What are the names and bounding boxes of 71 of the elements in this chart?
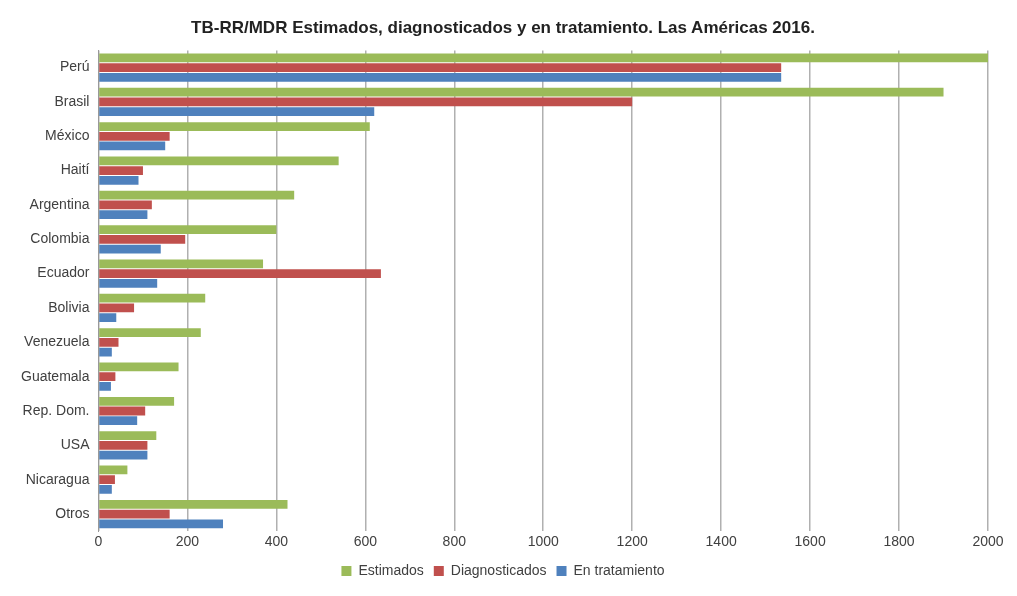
y-tick-label: Otros [55, 504, 90, 521]
bar [99, 519, 224, 529]
bar [99, 372, 116, 382]
bar [99, 431, 157, 440]
bar [99, 122, 370, 131]
y-tick-label: Venezuela [24, 333, 90, 350]
y-tick-label: USA [60, 436, 91, 453]
legend-label: Estimados [358, 561, 424, 578]
bar [99, 175, 139, 185]
x-tick-label: 400 [264, 533, 289, 550]
y-tick-label: Rep. Dom. [22, 401, 90, 418]
x-tick-label: 1000 [527, 533, 560, 550]
bar [99, 259, 264, 269]
x-tick-label: 2000 [972, 533, 1004, 550]
bar [99, 303, 135, 313]
x-tick-label: 1600 [794, 533, 826, 550]
bar [99, 499, 288, 509]
y-tick-label: Bolivia [48, 298, 90, 315]
legend-label: Diagnosticados [450, 561, 547, 578]
bar [99, 362, 179, 372]
bar [99, 382, 111, 391]
bar [99, 475, 115, 485]
bar [99, 337, 119, 347]
bar [99, 440, 148, 450]
bar [99, 293, 206, 303]
bar [99, 72, 782, 82]
y-tick-label: Ecuador [37, 264, 90, 281]
y-tick-label: Brasil [54, 92, 90, 109]
x-tick-label: 0 [94, 533, 103, 550]
bar [99, 156, 339, 166]
y-tick-label: Nicaragua [25, 470, 90, 487]
y-tick-label: Guatemala [21, 367, 90, 384]
bar [99, 107, 375, 117]
bar [99, 485, 112, 494]
bar [99, 53, 988, 63]
bar [99, 465, 128, 475]
bar [99, 234, 186, 244]
x-tick-label: 1200 [616, 533, 648, 550]
bar [99, 210, 148, 220]
bar [99, 97, 633, 107]
bar [99, 347, 112, 357]
bar [99, 244, 161, 254]
bar [99, 200, 152, 210]
bar [99, 278, 158, 288]
y-tick-label: Colombia [30, 230, 90, 247]
x-tick-label: 1800 [883, 533, 915, 550]
y-tick-label: México [45, 127, 90, 144]
x-tick-label: 600 [353, 533, 378, 550]
bar [99, 166, 143, 175]
y-tick-label: Haití [60, 161, 90, 178]
bar [99, 225, 277, 234]
x-tick-label: 800 [442, 533, 467, 550]
x-tick-label: 1400 [705, 533, 737, 550]
bar [99, 63, 782, 72]
y-tick-label: Argentina [29, 195, 90, 212]
bar [99, 328, 201, 337]
x-tick-label: 200 [175, 533, 200, 550]
bar [99, 396, 175, 406]
bar [99, 509, 170, 519]
bar [99, 131, 170, 141]
bar [99, 416, 138, 426]
bar [99, 406, 146, 416]
bar [99, 87, 944, 97]
bar [99, 190, 295, 200]
bar [99, 141, 166, 151]
bar [99, 313, 117, 323]
y-tick-label: Perú [59, 58, 90, 75]
bar [99, 450, 148, 460]
bar [99, 269, 381, 279]
chart-title: TB-RR/MDR Estimados, diagnosticados y en tratamiento. Las Américas 2016. [191, 17, 815, 37]
legend-label: En tratamiento [573, 561, 665, 578]
